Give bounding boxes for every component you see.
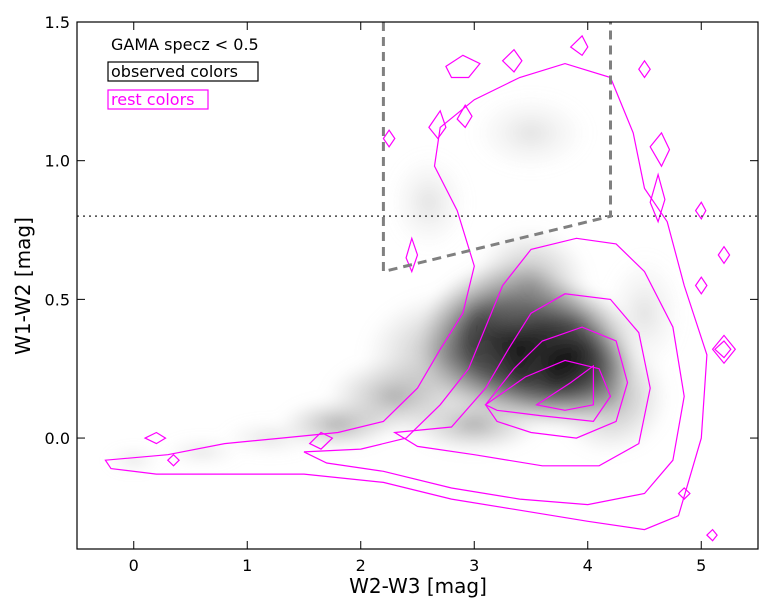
contour-island (405, 236, 419, 274)
density-blob (388, 152, 469, 253)
density-blob (161, 437, 242, 466)
density-blob (471, 225, 591, 346)
legend-title: GAMA specz < 0.5 (111, 35, 259, 54)
contour-island (714, 340, 732, 359)
contour-level-5 (484, 359, 612, 423)
contour-island (638, 59, 651, 79)
x-tick-label: 3 (469, 556, 479, 575)
y-tick-label: 1.5 (45, 13, 70, 32)
x-tick-label: 5 (696, 556, 706, 575)
y-tick-label: 0.0 (45, 429, 70, 448)
legend: GAMA specz < 0.5 observed colors rest co… (107, 35, 259, 110)
rest-color-contours (104, 34, 737, 542)
x-tick-label: 1 (242, 556, 252, 575)
contour-island (694, 276, 708, 295)
contour-island (166, 453, 180, 467)
x-tick-label: 4 (583, 556, 593, 575)
contour-island (694, 201, 707, 221)
y-axis-ticks: 0.0 0.5 1.0 1.5 (45, 13, 758, 448)
x-tick-label: 2 (356, 556, 366, 575)
legend-observed-box (107, 61, 259, 82)
density-blob (105, 448, 162, 473)
contour-island (649, 172, 666, 224)
y-axis-label: W1-W2 [mag] (11, 217, 35, 355)
contour-level-1 (104, 62, 708, 531)
contour-island (143, 431, 167, 445)
plot-frame (76, 21, 759, 550)
legend-rest-label: rest colors (111, 90, 195, 109)
x-axis-label: W2-W3 [mag] (349, 574, 487, 598)
contour-level-6 (535, 364, 595, 411)
y-tick-label: 0.5 (45, 290, 70, 309)
x-axis-ticks: 0 1 2 3 4 5 (129, 22, 706, 575)
contour-island (456, 104, 473, 129)
contour-island (501, 48, 523, 73)
contour-island (677, 487, 691, 500)
x-tick-label: 0 (129, 556, 139, 575)
contour-island (649, 131, 671, 168)
contour-level-3 (392, 293, 651, 467)
contour-island (711, 334, 737, 365)
legend-rest-box (107, 89, 209, 110)
contour-island (569, 34, 589, 57)
contour-island (382, 129, 396, 148)
selection-box (381, 22, 612, 274)
plot-area (77, 22, 758, 542)
legend-observed-label: observed colors (111, 62, 238, 81)
density-blob (604, 253, 685, 374)
contour-island (308, 431, 334, 450)
contour-level-4 (484, 326, 629, 439)
contour-island (428, 109, 447, 140)
contour-island (445, 54, 481, 79)
contour-level-2 (303, 237, 685, 506)
density-blob (471, 92, 591, 173)
y-tick-label: 1.0 (45, 152, 70, 171)
contour-island (706, 528, 718, 542)
density-blob (404, 394, 545, 455)
contour-island (717, 245, 731, 265)
